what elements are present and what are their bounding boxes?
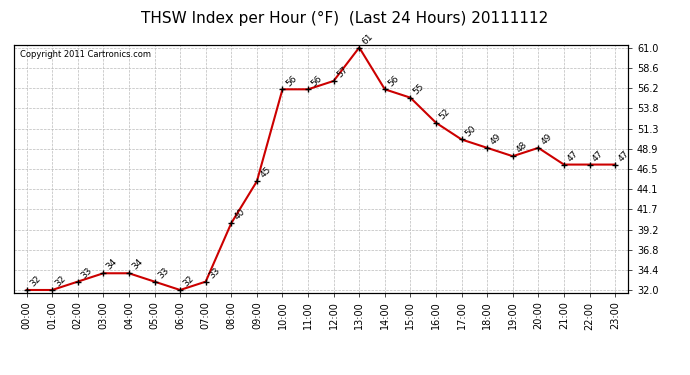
Text: 57: 57	[335, 65, 350, 80]
Text: 50: 50	[463, 124, 477, 138]
Text: 33: 33	[79, 266, 94, 280]
Text: 48: 48	[514, 140, 529, 155]
Text: 55: 55	[412, 82, 426, 96]
Text: 49: 49	[540, 132, 554, 147]
Text: 34: 34	[130, 258, 145, 272]
Text: 56: 56	[386, 74, 401, 88]
Text: 56: 56	[284, 74, 298, 88]
Text: 47: 47	[616, 149, 631, 163]
Text: 47: 47	[591, 149, 605, 163]
Text: 33: 33	[156, 266, 170, 280]
Text: Copyright 2011 Cartronics.com: Copyright 2011 Cartronics.com	[20, 50, 151, 59]
Text: 47: 47	[565, 149, 580, 163]
Text: 33: 33	[207, 266, 221, 280]
Text: 45: 45	[258, 165, 273, 180]
Text: 32: 32	[181, 274, 196, 289]
Text: 61: 61	[361, 32, 375, 46]
Text: 49: 49	[489, 132, 503, 147]
Text: 40: 40	[233, 207, 247, 222]
Text: 32: 32	[28, 274, 42, 289]
Text: 34: 34	[105, 258, 119, 272]
Text: 32: 32	[54, 274, 68, 289]
Text: 56: 56	[309, 74, 324, 88]
Text: 52: 52	[437, 107, 452, 122]
Text: THSW Index per Hour (°F)  (Last 24 Hours) 20111112: THSW Index per Hour (°F) (Last 24 Hours)…	[141, 11, 549, 26]
